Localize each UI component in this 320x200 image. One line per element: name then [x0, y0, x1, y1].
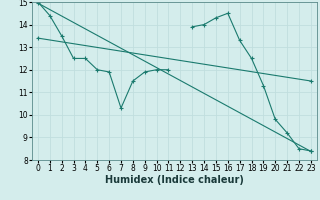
X-axis label: Humidex (Indice chaleur): Humidex (Indice chaleur): [105, 175, 244, 185]
